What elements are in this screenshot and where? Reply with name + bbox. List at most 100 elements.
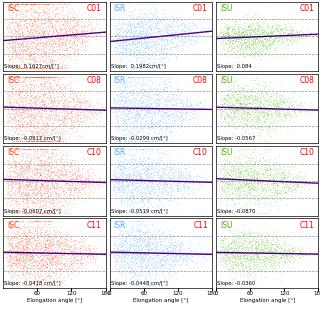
Point [170, 256, 175, 261]
Point [253, 80, 258, 85]
Point [30, 187, 36, 192]
Point [227, 44, 232, 49]
Point [46, 189, 51, 194]
Point [268, 147, 273, 152]
Point [245, 268, 250, 273]
Point [243, 93, 248, 99]
Point [63, 116, 68, 121]
Point [261, 24, 266, 29]
Point [234, 105, 239, 110]
Point [145, 253, 150, 258]
Point [20, 245, 25, 251]
Point [42, 10, 47, 15]
Point [258, 46, 263, 52]
Point [61, 46, 66, 52]
Point [150, 147, 155, 152]
Point [63, 52, 68, 57]
Point [263, 241, 268, 246]
Point [163, 208, 168, 213]
Point [254, 13, 259, 18]
Point [244, 200, 249, 205]
Point [126, 161, 131, 166]
Point [129, 102, 134, 107]
Point [51, 204, 56, 209]
Point [156, 101, 161, 106]
Point [268, 263, 273, 268]
Point [118, 168, 123, 173]
Point [113, 189, 118, 194]
Text: ISC: ISC [7, 220, 20, 229]
Point [50, 4, 55, 9]
Point [69, 126, 74, 131]
Point [266, 39, 271, 44]
Point [28, 138, 33, 143]
Point [241, 92, 246, 97]
Point [88, 119, 93, 124]
Point [28, 66, 33, 71]
Point [253, 185, 258, 190]
Point [69, 89, 75, 94]
Point [38, 134, 43, 139]
Point [145, 61, 150, 66]
Point [226, 157, 231, 162]
Point [7, 168, 12, 173]
Point [158, 127, 164, 132]
Point [165, 177, 170, 182]
Point [47, 95, 52, 100]
Point [230, 25, 235, 30]
Point [228, 96, 233, 101]
Point [48, 163, 53, 168]
Point [129, 175, 134, 180]
Point [238, 240, 244, 245]
Point [51, 269, 56, 275]
Point [140, 208, 145, 213]
Point [32, 35, 37, 40]
Point [150, 204, 155, 210]
Point [171, 17, 176, 22]
Point [220, 247, 225, 252]
Point [49, 4, 54, 10]
Point [301, 182, 307, 187]
Point [51, 38, 56, 43]
Point [165, 51, 170, 56]
Point [255, 113, 260, 118]
Point [21, 125, 27, 130]
Point [247, 54, 252, 60]
Point [134, 38, 139, 44]
Point [182, 37, 188, 42]
Point [58, 2, 63, 7]
Point [87, 31, 92, 36]
Point [43, 253, 48, 258]
Point [173, 29, 178, 34]
Point [50, 265, 55, 270]
Point [13, 249, 18, 254]
Point [28, 54, 33, 59]
Point [17, 89, 22, 94]
Point [123, 242, 128, 247]
Point [175, 161, 180, 166]
Point [69, 113, 74, 118]
Point [16, 74, 21, 79]
Point [175, 234, 180, 239]
Point [68, 253, 73, 258]
Point [110, 187, 115, 192]
Point [182, 166, 187, 172]
Text: ISR: ISR [114, 220, 126, 229]
Point [135, 191, 140, 196]
Point [52, 254, 57, 260]
Point [39, 234, 44, 239]
Point [164, 126, 169, 132]
Point [24, 89, 29, 94]
Point [246, 115, 251, 120]
Point [266, 94, 271, 99]
Point [37, 241, 42, 246]
Point [130, 180, 135, 185]
Point [18, 89, 23, 94]
Point [36, 4, 41, 10]
Point [235, 82, 240, 87]
Point [17, 183, 22, 188]
Point [271, 257, 276, 262]
Point [57, 178, 62, 183]
Point [236, 148, 241, 153]
Point [68, 172, 73, 177]
